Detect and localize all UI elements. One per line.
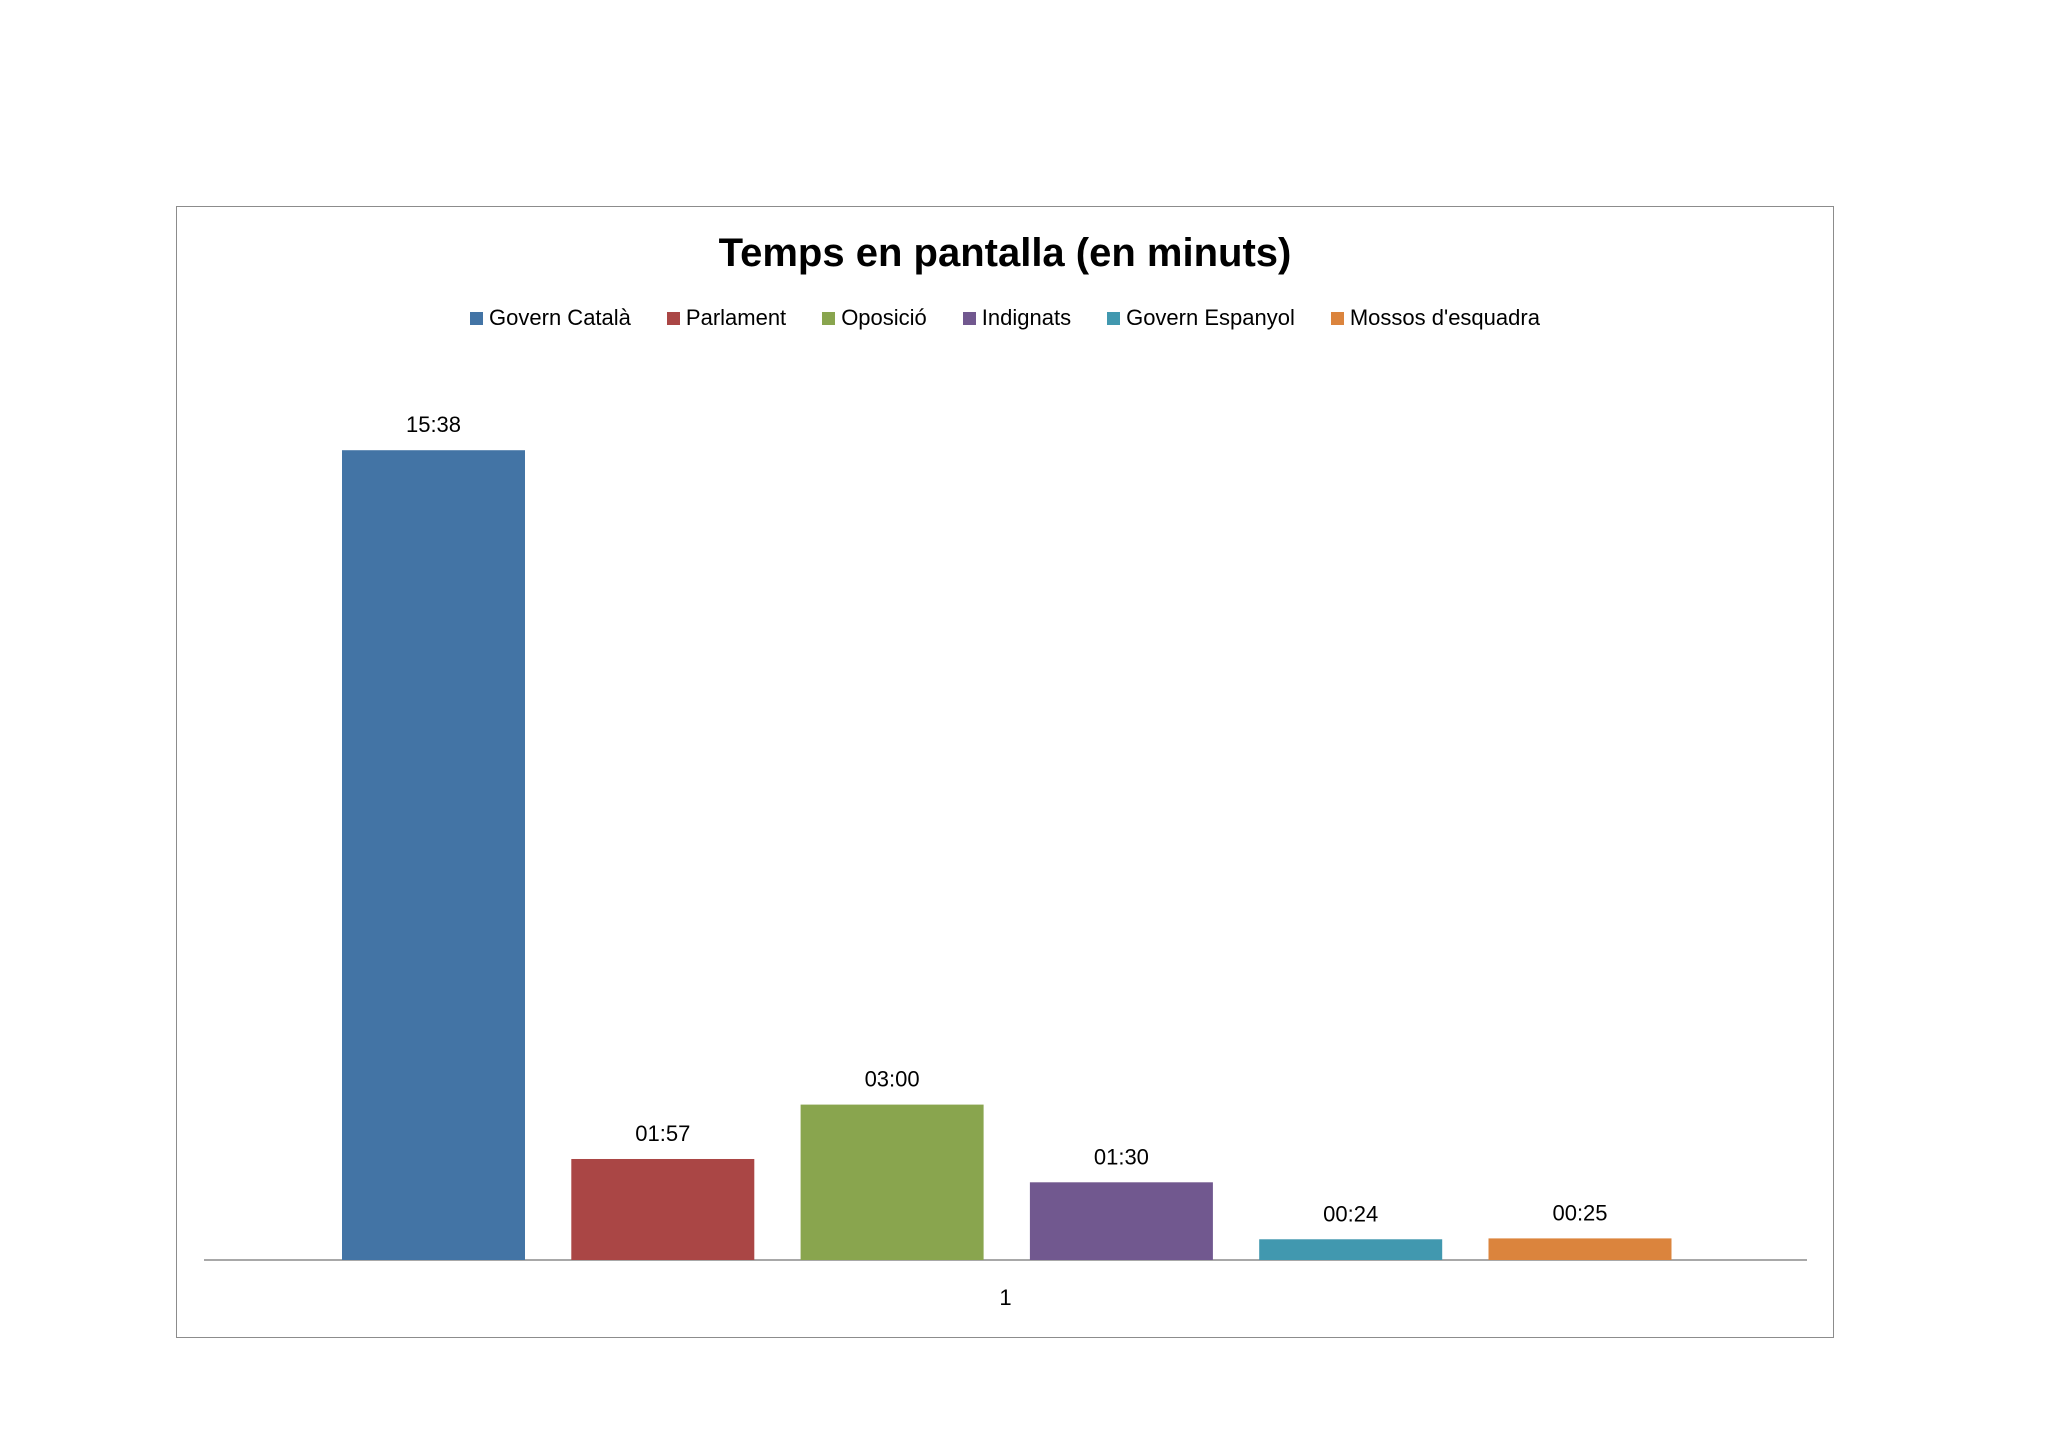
legend-label: Oposició — [841, 305, 927, 330]
legend-swatch — [470, 311, 484, 325]
legend-swatch — [962, 311, 976, 325]
legend-swatch — [1107, 311, 1121, 325]
legend-item: Govern Català — [470, 305, 631, 331]
legend-item: Oposició — [822, 305, 927, 331]
legend-swatch — [822, 311, 836, 325]
legend-item: Indignats — [962, 305, 1072, 331]
legend-item: Mossos d'esquadra — [1330, 305, 1540, 331]
data-label: 01:30 — [1094, 1144, 1149, 1169]
legend-swatch — [666, 311, 680, 325]
plot-area: 15:38 01:57 03:00 01:30 00:24 00:25 1 — [204, 412, 1807, 1310]
bar — [1259, 1239, 1443, 1260]
x-tick-label: 1 — [999, 1285, 1011, 1310]
data-label: 00:25 — [1552, 1200, 1607, 1225]
legend-label: Govern Espanyol — [1126, 305, 1295, 330]
legend-label: Govern Català — [489, 305, 631, 330]
bar — [1029, 1182, 1213, 1260]
legend-swatch — [1330, 311, 1344, 325]
data-label: 01:57 — [635, 1121, 690, 1146]
legend-label: Parlament — [685, 305, 787, 330]
chart-title: Temps en pantalla (en minuts) — [718, 231, 1292, 275]
data-label: 15:38 — [406, 412, 461, 437]
chart-frame: Temps en pantalla (en minuts) Govern Cat… — [176, 206, 1834, 1338]
bar — [342, 450, 525, 1261]
legend-label: Mossos d'esquadra — [1349, 305, 1540, 330]
bar — [571, 1158, 755, 1260]
bar — [1488, 1238, 1672, 1260]
legend-label: Indignats — [981, 305, 1072, 330]
legend-item: Parlament — [666, 305, 787, 331]
legend: Govern Català Parlament Oposició Indignats G… — [177, 305, 1833, 331]
data-label: 00:24 — [1323, 1201, 1378, 1226]
legend-item: Govern Espanyol — [1107, 305, 1295, 331]
data-label: 03:00 — [865, 1067, 920, 1092]
bar — [800, 1104, 984, 1260]
